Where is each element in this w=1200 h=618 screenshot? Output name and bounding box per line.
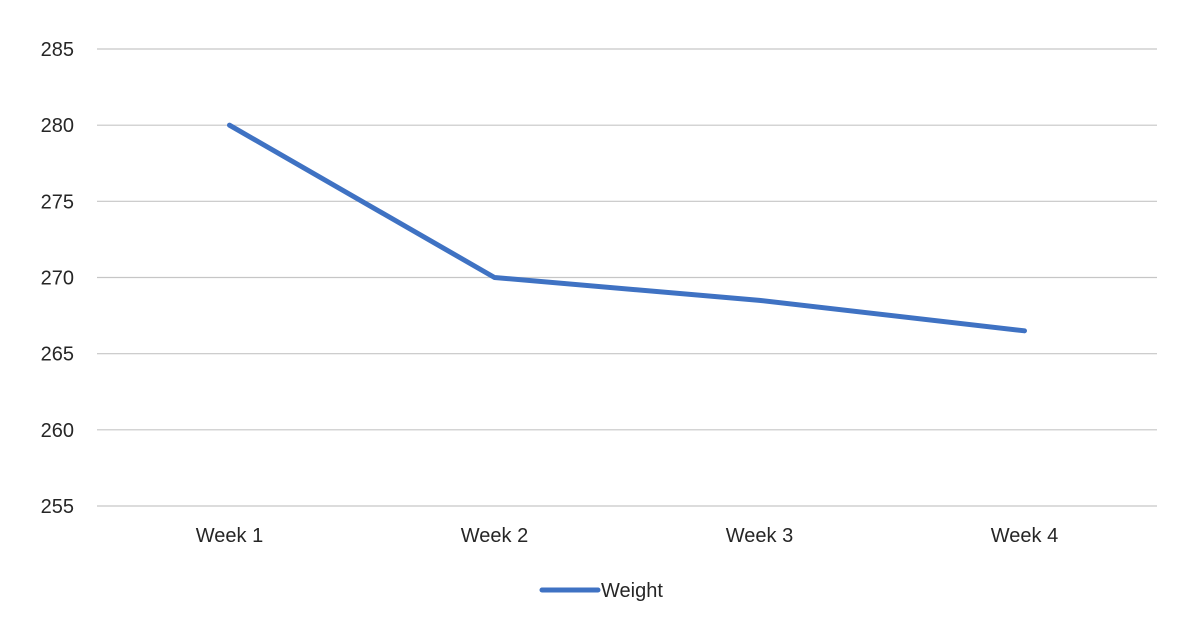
- x-tick-label-4: Week 4: [991, 525, 1058, 547]
- series-lines: [227, 122, 1027, 334]
- y-tick-label-255: 255: [41, 496, 74, 518]
- series-line-weight: [227, 122, 1027, 334]
- y-tick-label-260: 260: [41, 420, 74, 442]
- x-axis-tick-labels: Week 1 Week 2 Week 3 Week 4: [196, 525, 1058, 547]
- y-tick-label-285: 285: [41, 39, 74, 61]
- x-tick-label-3: Week 3: [726, 525, 793, 547]
- y-tick-label-270: 270: [41, 268, 74, 290]
- y-axis-tick-labels: 255 260 265 270 275 280 285: [41, 39, 74, 518]
- y-tick-label-265: 265: [41, 344, 74, 366]
- legend: Weight: [539, 580, 663, 602]
- legend-label: Weight: [601, 580, 663, 602]
- x-tick-label-2: Week 2: [461, 525, 528, 547]
- y-tick-label-275: 275: [41, 191, 74, 213]
- gridlines: [97, 48, 1157, 507]
- y-tick-label-280: 280: [41, 115, 74, 137]
- x-tick-label-1: Week 1: [196, 525, 263, 547]
